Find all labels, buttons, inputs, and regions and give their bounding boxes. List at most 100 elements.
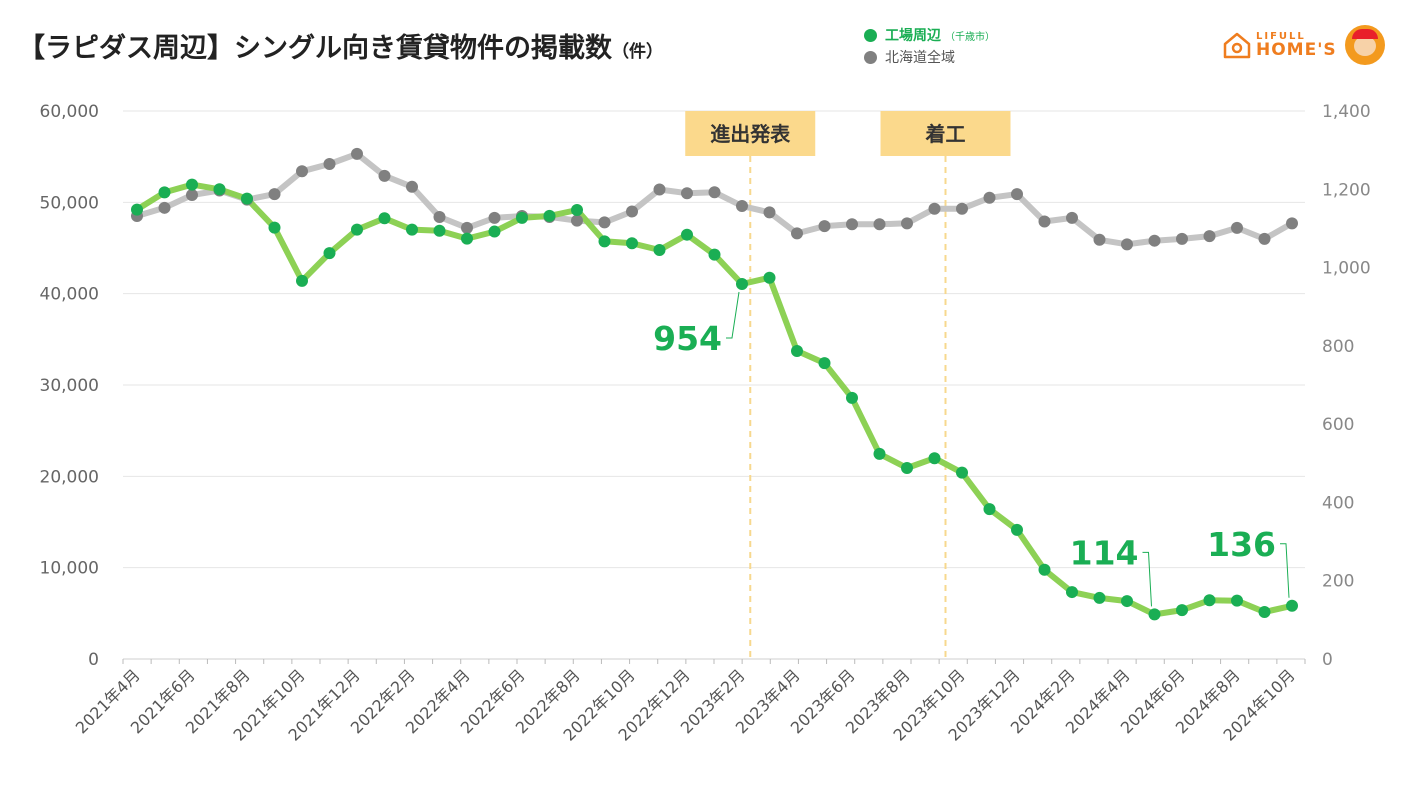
series-point (846, 391, 858, 404)
series-point (1231, 594, 1243, 607)
series-point (846, 218, 858, 231)
left-tick-label: 10,000 (40, 559, 99, 579)
mascot-icon (1344, 25, 1385, 65)
milestone-lines (749, 156, 947, 659)
series-point (351, 223, 363, 236)
series-point (901, 217, 913, 230)
series-point (1121, 595, 1133, 608)
series-point (488, 225, 501, 238)
callout-label: 954 (653, 319, 722, 358)
series-point (1231, 221, 1243, 234)
series-point (268, 221, 281, 234)
series-point (351, 147, 363, 160)
left-tick-label: 40,000 (40, 285, 99, 305)
series-point (736, 278, 748, 291)
series-point (461, 232, 473, 245)
left-tick-label: 0 (88, 650, 99, 670)
right-tick-label: 1,000 (1322, 259, 1371, 279)
series-points (131, 147, 1298, 621)
legend-dot-hokkaido (864, 50, 877, 64)
series-point (681, 228, 693, 241)
series-point (983, 503, 996, 516)
milestone-labels: 進出発表 着工 (685, 111, 1011, 156)
left-axis-ticks: 0 10,000 20,000 30,000 40,000 50,000 60,000 (40, 102, 99, 670)
series-point (406, 223, 418, 236)
series-point (901, 461, 913, 474)
right-tick-label: 400 (1322, 493, 1354, 513)
series-point (158, 201, 171, 214)
callout-label: 136 (1207, 525, 1276, 564)
left-tick-label: 30,000 (40, 376, 99, 396)
series-point (791, 227, 803, 240)
series-point (736, 199, 748, 212)
logo-line1: LIFULL (1256, 30, 1306, 42)
legend-label-factory: 工場周辺 (885, 28, 941, 44)
series-point (1093, 591, 1106, 604)
left-tick-label: 50,000 (40, 193, 99, 213)
series-point (1121, 238, 1133, 251)
series-point (873, 218, 886, 231)
series-point (956, 466, 968, 479)
series-point (378, 169, 391, 182)
series-point (791, 344, 803, 357)
legend-item-factory: 工場周辺 （千歳市） (864, 24, 995, 46)
series-point (296, 274, 308, 287)
right-tick-label: 1,400 (1322, 102, 1371, 122)
right-tick-label: 200 (1322, 572, 1354, 592)
series-point (983, 191, 996, 204)
right-tick-label: 1,200 (1322, 180, 1371, 200)
chart-title-main: 【ラピダス周辺】シングル向き賃貸物件の掲載数 (18, 33, 612, 64)
series-point (626, 205, 638, 218)
chart-title-unit: （件） (612, 42, 663, 62)
series-point (186, 189, 198, 202)
series-point (928, 202, 941, 215)
series-point (516, 211, 528, 224)
series-point (1286, 217, 1298, 230)
series-point (818, 220, 831, 233)
series-point (1038, 563, 1051, 576)
right-tick-label: 0 (1322, 650, 1333, 670)
legend-item-hokkaido: 北海道全域 (864, 46, 995, 68)
series-point (571, 214, 583, 227)
series-point (1148, 608, 1161, 621)
milestone-box (880, 111, 1011, 156)
callout-leader (1280, 543, 1290, 598)
series-point (268, 188, 281, 201)
series-point (763, 206, 776, 219)
series-point (1011, 523, 1023, 536)
series-point (818, 357, 831, 370)
series-point (1258, 232, 1271, 245)
series-point (323, 157, 336, 170)
series-point (213, 183, 226, 196)
series-point (488, 211, 501, 224)
legend-label-hokkaido: 北海道全域 (885, 50, 955, 66)
value-callouts: 954 114 136 (653, 291, 1290, 607)
callout-leader (1142, 551, 1152, 607)
series-point (1148, 234, 1161, 247)
callout-label: 114 (1070, 533, 1139, 572)
left-tick-label: 60,000 (40, 102, 99, 122)
milestone-box (685, 111, 816, 156)
series-point (1066, 586, 1078, 599)
legend-dot-factory (864, 28, 877, 42)
series-point (296, 165, 308, 178)
series-point (1066, 211, 1078, 224)
right-tick-label: 800 (1322, 337, 1354, 357)
legend: 工場周辺 （千歳市） 北海道全域 (864, 24, 995, 68)
series-point (956, 202, 968, 215)
series-point (1203, 594, 1216, 607)
series-point (763, 271, 776, 284)
lifull-homes-logo: LIFULL HOME'S (1222, 25, 1385, 65)
series-point (406, 180, 418, 193)
series-point (158, 186, 171, 199)
series-point (1203, 230, 1216, 243)
mascot-hat (1351, 29, 1378, 39)
series-point (653, 243, 666, 256)
series-point (598, 235, 611, 248)
chart-title: 【ラピダス周辺】シングル向き賃貸物件の掲載数（件） (18, 26, 663, 65)
series-point (1038, 215, 1051, 228)
series-point (1011, 188, 1023, 201)
logo-line2: HOME'S (1256, 39, 1337, 60)
logo-text: LIFULL HOME'S (1256, 30, 1337, 60)
